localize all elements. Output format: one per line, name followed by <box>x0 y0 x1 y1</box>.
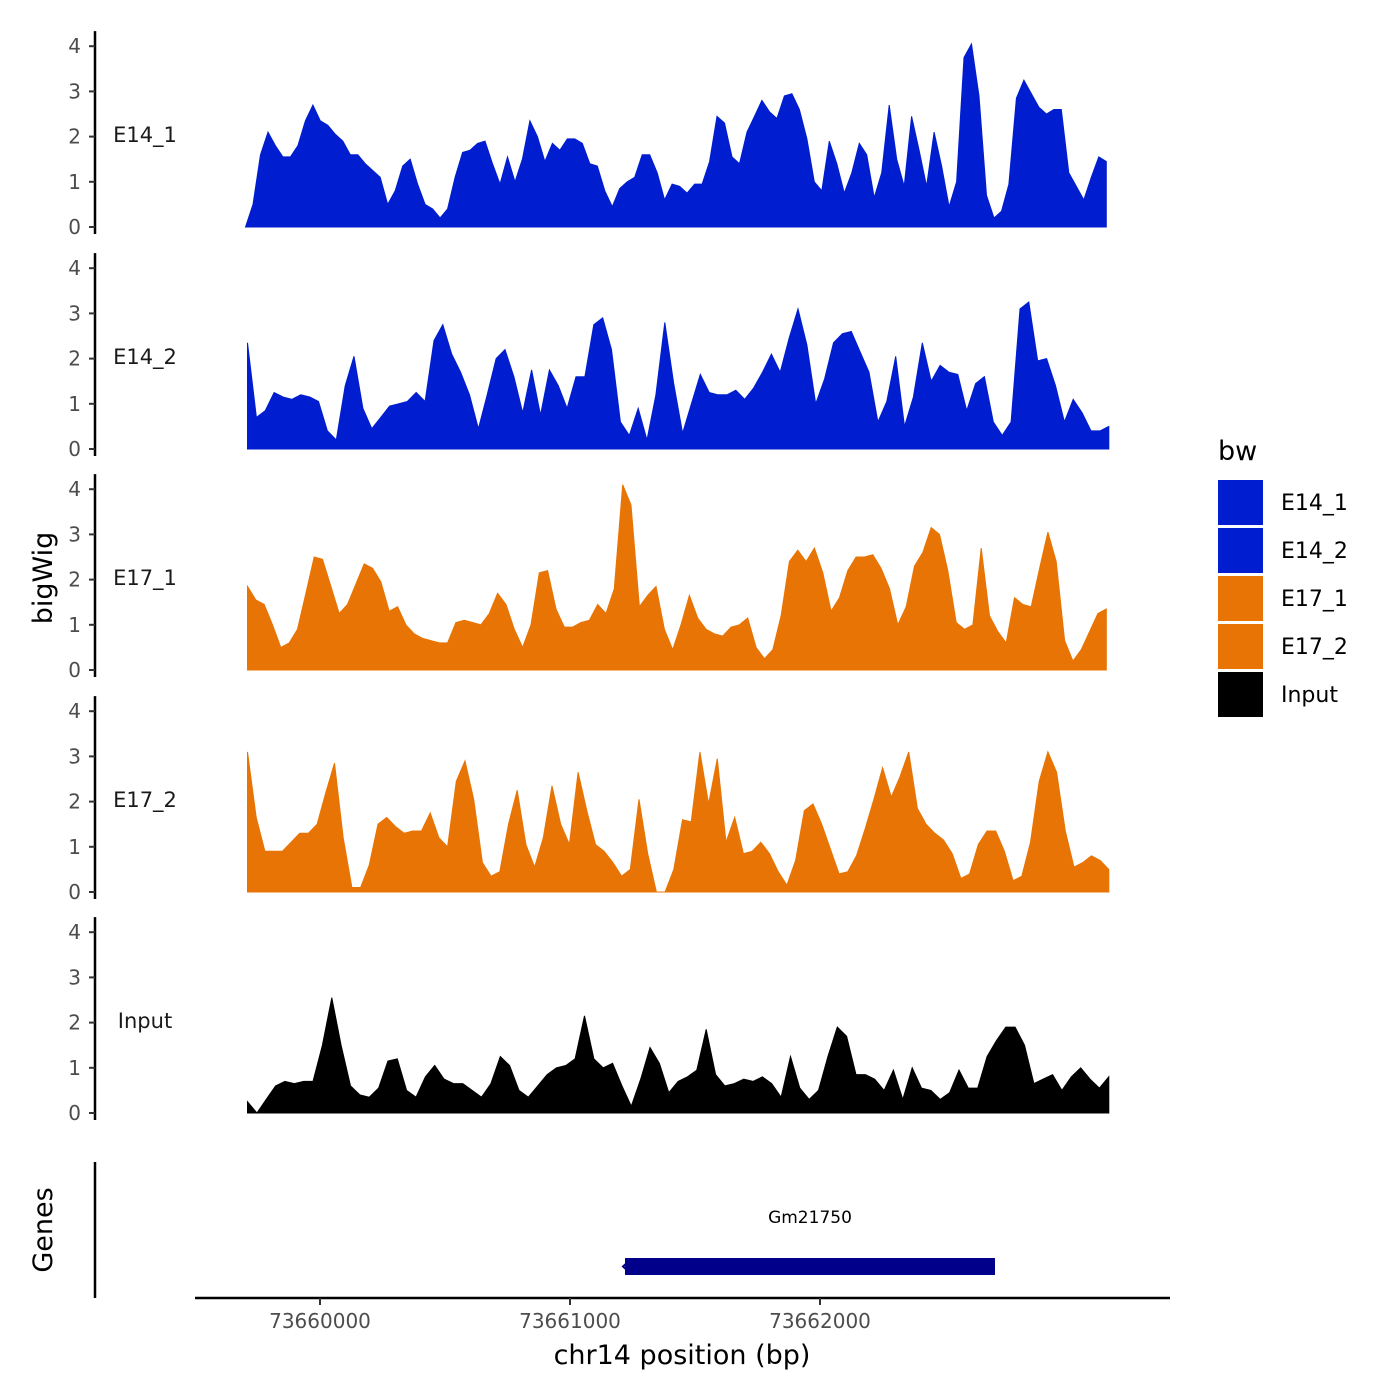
legend: bw E14_1 E14_2 E17_1 E17_2 Input <box>1218 436 1348 717</box>
legend-label-E17_2: E17_2 <box>1281 635 1348 660</box>
y-tick-label: 3 <box>68 301 81 325</box>
y-tick-label: 0 <box>68 1101 81 1125</box>
y-tick-label: 1 <box>68 835 81 859</box>
x-axis: 73660000 73661000 73662000 <box>195 1296 1170 1333</box>
legend-key-Input <box>1218 672 1263 717</box>
x-tick-label: 73661000 <box>519 1309 621 1333</box>
legend-key-E14_2 <box>1218 528 1263 573</box>
area-E17_1 <box>247 484 1107 671</box>
gene-strand-arrow <box>621 1260 630 1273</box>
legend-title: bw <box>1218 436 1257 467</box>
legend-key-E17_2 <box>1218 624 1263 669</box>
y-tick-label: 0 <box>68 215 81 239</box>
legend-key-E14_1 <box>1218 480 1263 525</box>
track-label-E17_1: E17_1 <box>113 566 177 591</box>
y-tick-label: 0 <box>68 437 81 461</box>
y-tick-label: 0 <box>68 880 81 904</box>
y-tick-label: 1 <box>68 613 81 637</box>
area-E14_1 <box>244 42 1107 228</box>
y-tick-label: 2 <box>68 1011 81 1035</box>
y-tick-label: 4 <box>68 256 81 280</box>
track-E17_1: 0 1 2 3 4 E17_1 <box>68 474 1107 682</box>
y-tick-label: 4 <box>68 699 81 723</box>
legend-label-E14_2: E14_2 <box>1281 539 1348 564</box>
y-tick-label: 1 <box>68 1056 81 1080</box>
y-tick-label: 3 <box>68 965 81 989</box>
track-panels: 0 1 2 3 4 E14_1 0 1 2 3 4 E14_2 0 1 2 3 4 E17_1 0 1 2 3 4 E17_2… <box>68 31 1110 1125</box>
y-tick-label: 4 <box>68 477 81 501</box>
y-tick-label: 3 <box>68 79 81 103</box>
area-Input <box>247 997 1110 1114</box>
legend-label-E17_1: E17_1 <box>1281 587 1348 612</box>
track-label-Input: Input <box>118 1009 172 1033</box>
gene-panel: Genes Gm21750 <box>28 1162 995 1298</box>
legend-key-E17_1 <box>1218 576 1263 621</box>
y-tick-label: 0 <box>68 658 81 682</box>
legend-label-E14_1: E14_1 <box>1281 491 1348 516</box>
gene-Gm21750: Gm21750 <box>621 1208 995 1275</box>
y-tick-label: 2 <box>68 125 81 149</box>
gene-label: Gm21750 <box>768 1208 852 1228</box>
x-tick-label: 73662000 <box>769 1309 871 1333</box>
track-Input: 0 1 2 3 4 Input <box>68 917 1110 1125</box>
track-E17_2: 0 1 2 3 4 E17_2 <box>68 696 1110 904</box>
legend-label-Input: Input <box>1281 683 1338 708</box>
y-tick-label: 3 <box>68 522 81 546</box>
genes-axis-title: Genes <box>28 1187 59 1272</box>
track-E14_1: 0 1 2 3 4 E14_1 <box>68 31 1107 239</box>
gene-body <box>625 1258 995 1275</box>
y-tick-label: 1 <box>68 392 81 416</box>
track-label-E14_2: E14_2 <box>113 345 177 370</box>
track-label-E17_2: E17_2 <box>113 788 177 813</box>
y-tick-label: 2 <box>68 790 81 814</box>
area-E17_2 <box>247 750 1110 893</box>
track-E14_2: 0 1 2 3 4 E14_2 <box>68 253 1110 461</box>
y-tick-label: 2 <box>68 568 81 592</box>
y-tick-label: 2 <box>68 347 81 371</box>
x-tick-label: 73660000 <box>269 1309 371 1333</box>
area-E14_2 <box>247 301 1110 450</box>
track-label-E14_1: E14_1 <box>113 123 177 148</box>
y-tick-label: 4 <box>68 920 81 944</box>
y-tick-label: 3 <box>68 744 81 768</box>
x-axis-title: chr14 position (bp) <box>554 1340 811 1371</box>
y-tick-label: 1 <box>68 170 81 194</box>
y-tick-label: 4 <box>68 34 81 58</box>
y-axis-title: bigWig <box>28 532 59 625</box>
